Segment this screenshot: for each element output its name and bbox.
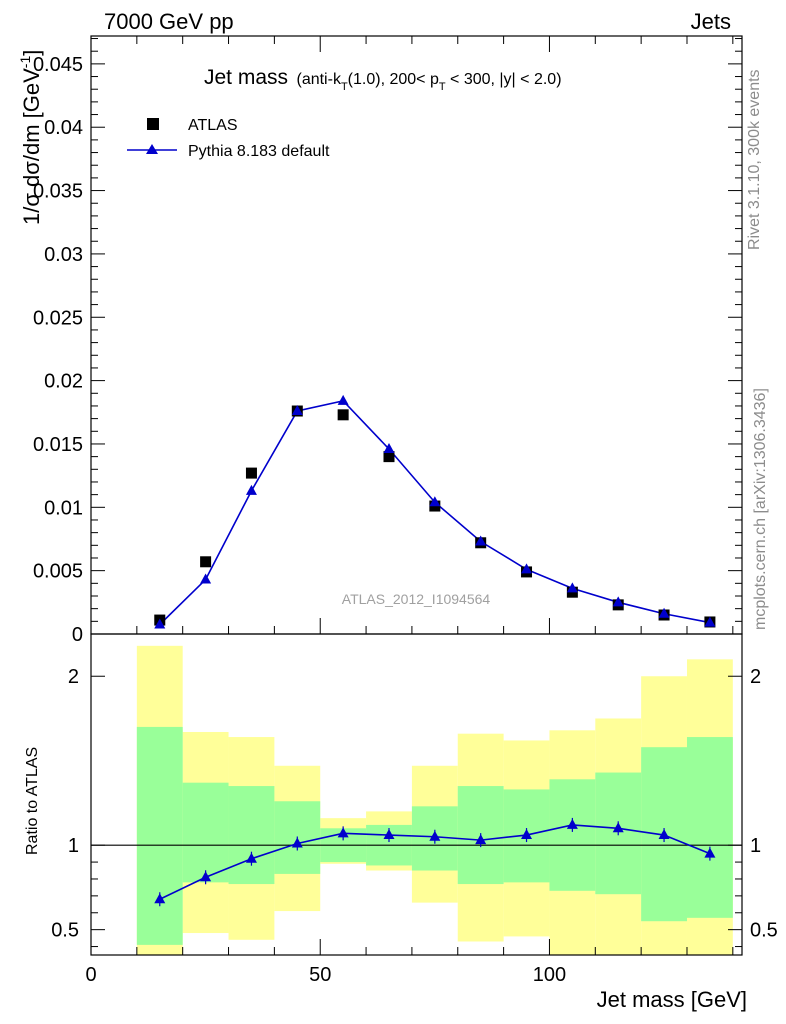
pythia-point — [521, 563, 533, 574]
pythia-point — [154, 618, 166, 629]
atlas-point — [337, 409, 349, 421]
pythia-point — [704, 616, 716, 627]
main-ytick-label: 0.035 — [33, 181, 83, 203]
ratio-ytick-label-right: 1 — [750, 835, 761, 857]
main-title: Jet mass (anti-kT(1.0), 200< pT < 300, |… — [204, 66, 562, 93]
ratio-point — [291, 837, 303, 848]
pythia-point — [566, 582, 578, 593]
main-ytick-label: 0.03 — [44, 244, 83, 266]
ratio-point — [429, 830, 441, 841]
ratio-point — [566, 818, 578, 829]
pythia-point — [383, 443, 395, 454]
x-axis-label: Jet mass [GeV] — [597, 987, 747, 1012]
ratio-point — [200, 871, 212, 882]
ratio-ytick-label-right: 0.5 — [750, 920, 778, 942]
xtick-label: 0 — [85, 964, 96, 986]
legend-atlas-marker — [147, 118, 159, 130]
legend-pythia-marker — [146, 144, 158, 154]
legend-pythia-label: Pythia 8.183 default — [188, 143, 330, 160]
header-left: 7000 GeV pp — [104, 9, 234, 34]
main-ytick-label: 0.02 — [44, 371, 83, 393]
atlas-point — [200, 556, 212, 568]
main-ytick-label: 0.005 — [33, 561, 83, 583]
atlas-point — [245, 467, 257, 479]
main-ytick-label: 0 — [72, 624, 83, 646]
ratio-ytick-label-right: 2 — [750, 666, 761, 688]
main-ytick-label: 0.045 — [33, 54, 83, 76]
ratio-panel: 0.5 0.5 1 1 2 2 0 50 100 — [51, 633, 778, 986]
ratio-point — [383, 829, 395, 840]
pythia-point — [475, 535, 487, 546]
ratio-point — [475, 834, 487, 845]
pythia-point — [612, 596, 624, 607]
main-ylabel: 1/σ dσ/dm [GeV-1] — [17, 50, 44, 225]
main-ytick-label: 0.01 — [44, 497, 83, 519]
ratio-point — [337, 827, 349, 838]
ratio-band-inner — [228, 786, 275, 885]
header-right: Jets — [691, 9, 731, 34]
ratio-ytick-label: 2 — [68, 666, 79, 688]
pythia-point — [245, 484, 257, 495]
ratio-ytick-label: 0.5 — [51, 920, 79, 942]
ratio-point — [704, 847, 716, 858]
pythia-point — [291, 405, 303, 416]
mcplots-label: mcplots.cern.ch [arXiv:1306.3436] — [752, 388, 769, 630]
ratio-point — [245, 852, 257, 863]
ratio-frame — [90, 633, 743, 956]
analysis-watermark: ATLAS_2012_I1094564 — [342, 591, 491, 607]
ratio-point — [521, 829, 533, 840]
ratio-band-inner — [686, 737, 733, 918]
atlas-point — [383, 451, 395, 463]
xtick-label: 50 — [309, 964, 331, 986]
ratio-point — [658, 829, 670, 840]
pythia-point — [658, 607, 670, 618]
pythia-point — [337, 394, 349, 405]
ratio-band-inner — [182, 782, 229, 883]
pythia-point — [429, 496, 441, 507]
main-panel: 0 0.005 0.01 0.015 0.02 0.025 0.03 0.035 0.04 0.0… — [33, 35, 743, 646]
ratio-ylabel: Ratio to ATLAS — [24, 747, 41, 855]
pythia-point — [200, 573, 212, 584]
rivet-label: Rivet 3.1.10, 300k events — [746, 69, 763, 250]
ratio-band-inner — [136, 726, 183, 945]
main-ytick-label: 0.025 — [33, 307, 83, 329]
ratio-ytick-label: 1 — [68, 835, 79, 857]
legend-atlas-label: ATLAS — [188, 117, 238, 134]
ratio-point — [154, 893, 166, 904]
main-ytick-label: 0.04 — [44, 117, 83, 139]
xtick-label: 100 — [533, 964, 566, 986]
ratio-band-inner — [549, 779, 596, 891]
ratio-point — [612, 822, 624, 833]
main-ytick-label: 0.015 — [33, 434, 83, 456]
